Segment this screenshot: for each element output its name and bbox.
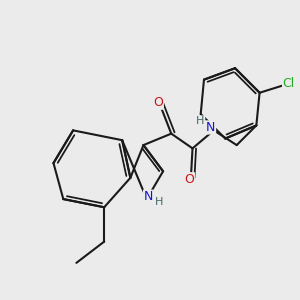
Text: O: O (153, 96, 163, 109)
Text: H: H (155, 197, 163, 207)
Text: O: O (184, 173, 194, 186)
Text: Cl: Cl (283, 76, 295, 90)
Text: N: N (206, 121, 215, 134)
Text: N: N (143, 190, 153, 203)
Text: H: H (196, 116, 205, 126)
